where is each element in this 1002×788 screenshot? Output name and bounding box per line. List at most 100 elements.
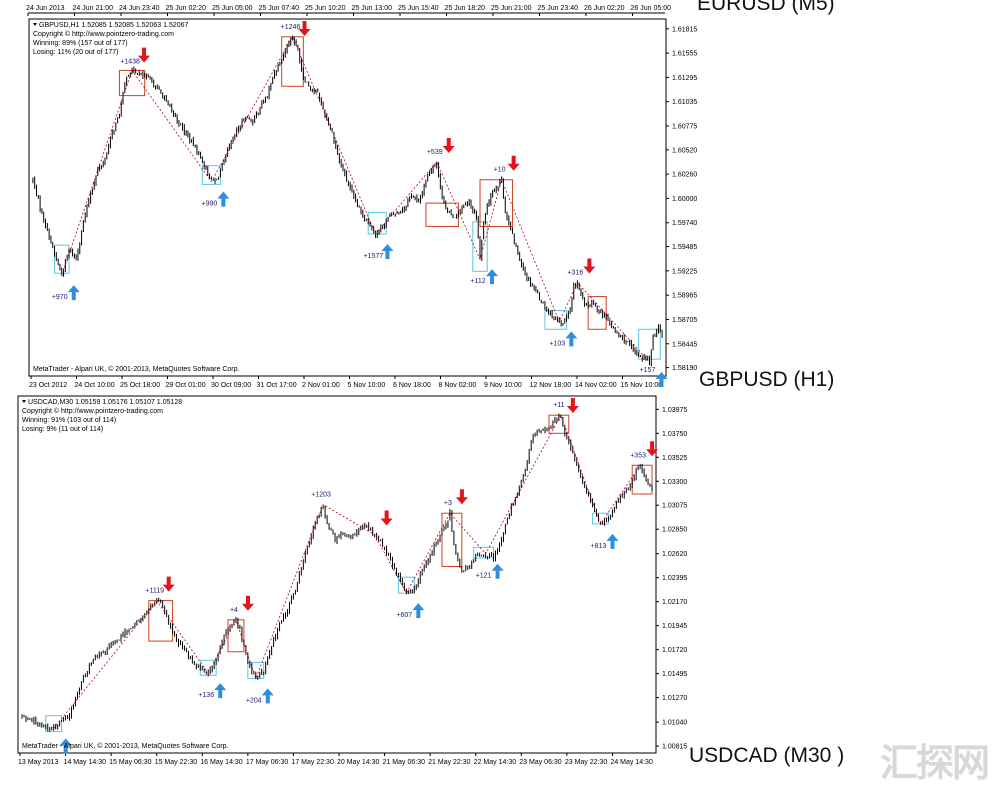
gbpusd-plot-frame [28, 18, 667, 377]
eurusd-x-tick-label: 25 Jun 21:00 [491, 5, 532, 12]
gbpusd-y-tick-label: 1.61295 [672, 75, 697, 82]
usdcad-signal-label: +813 [591, 543, 607, 550]
gbpusd-x-tick-label: 14 Nov 02:00 [575, 382, 617, 389]
usdcad-sell-arrow-icon [380, 510, 393, 526]
usdcad-buy-arrow-icon [491, 563, 504, 579]
gbpusd-signal-label: +103 [549, 340, 565, 347]
gbpusd-y-tick-label: 1.59225 [672, 268, 697, 275]
gbpusd-y-tick-label: 1.61815 [672, 26, 697, 33]
usdcad-x-tick-label: 21 May 06:30 [383, 759, 426, 766]
usdcad-signal-label: +204 [246, 697, 262, 704]
gbpusd-y-tick-label: 1.59740 [672, 220, 697, 227]
usdcad-symbol-line: USDCAD,M30 1.05159 1.05176 1.05107 1.051… [28, 399, 182, 406]
usdcad-y-tick-label: 1.03525 [662, 455, 687, 462]
gbpusd-y-tick-label: 1.58445 [672, 341, 697, 348]
usdcad-signal-box [45, 715, 63, 733]
usdcad-signal-label: +121 [476, 573, 492, 580]
usdcad-y-tick-label: 1.03075 [662, 503, 687, 510]
usdcad-x-tick-label: 24 May 14:30 [610, 759, 653, 766]
gbpusd-buy-arrow-icon [217, 191, 230, 207]
usdcad-winning: Winning: 91% (103 out of 114) [22, 417, 116, 424]
usdcad-x-tick-label: 17 May 22:30 [291, 759, 334, 766]
watermark-logo: 汇探网 [880, 741, 990, 785]
gbpusd-x-tick-label: 8 Nov 02:00 [439, 382, 477, 389]
gbpusd-y-tick-label: 1.60520 [672, 147, 697, 154]
usdcad-y-tick-label: 1.03750 [662, 431, 687, 438]
usdcad-y-tick-label: 1.01495 [662, 671, 687, 678]
gbpusd-x-tick-label: 6 Nov 18:00 [393, 382, 431, 389]
gbpusd-y-tick-label: 1.60260 [672, 172, 697, 179]
usdcad-x-tick-label: 15 May 22:30 [155, 759, 198, 766]
usdcad-signal-label: +1119 [145, 588, 164, 595]
gbpusd-sell-arrow-icon [507, 155, 520, 171]
gbpusd-signal-label: +1438 [120, 59, 140, 66]
usdcad-footer: MetaTrader - Alpari UK, © 2001-2013, Met… [22, 742, 228, 750]
usdcad-y-tick-label: 1.01040 [662, 720, 687, 727]
usdcad-signal-label: +353 [630, 452, 646, 459]
gbpusd-header-caret-icon [33, 23, 37, 26]
gbpusd-y-tick-label: 1.61035 [672, 99, 697, 106]
usdcad-x-tick-label: 21 May 22:30 [428, 759, 471, 766]
gbpusd-sell-arrow-icon [442, 137, 455, 153]
gbpusd-y-tick-label: 1.58705 [672, 317, 697, 324]
gbpusd-buy-arrow-icon [655, 371, 668, 387]
usdcad-y-tick-label: 1.03300 [662, 479, 687, 486]
gbpusd-signal-label: +1577 [364, 253, 384, 260]
eurusd-x-tick-label: 24 Jun 21:00 [73, 5, 114, 12]
gbpusd-x-tick-label: 25 Oct 18:00 [120, 382, 160, 389]
usdcad-signal-label: +607 [396, 612, 412, 619]
usdcad-y-tick-label: 1.02850 [662, 527, 687, 534]
gbpusd-x-tick-label: 9 Nov 10:00 [484, 382, 522, 389]
usdcad-sell-arrow-icon [162, 576, 175, 592]
usdcad-zigzag-line [53, 414, 641, 729]
usdcad-x-tick-label: 20 May 14:30 [337, 759, 380, 766]
gbpusd-x-tick-label: 30 Oct 09:00 [211, 382, 251, 389]
gbpusd-signal-label: +970 [52, 294, 68, 301]
usdcad-x-tick-label: 16 May 14:30 [200, 759, 243, 766]
eurusd-x-tick-label: 24 Jun 23:40 [119, 5, 160, 12]
usdcad-x-tick-label: 14 May 14:30 [64, 759, 107, 766]
usdcad-buy-arrow-icon [261, 688, 274, 704]
gbpusd-x-tick-label: 2 Nov 01:00 [302, 382, 340, 389]
usdcad-sell-arrow-icon [646, 441, 659, 457]
gbpusd-signal-label: +157 [640, 367, 656, 374]
gbpusd-buy-arrow-icon [486, 269, 499, 285]
gbpusd-signal-label: +539 [427, 149, 443, 156]
gbpusd-y-tick-label: 1.60000 [672, 196, 697, 203]
eurusd-x-tick-label: 25 Jun 07:40 [259, 5, 300, 12]
usdcad-buy-arrow-icon [606, 533, 619, 549]
gbpusd-x-tick-label: 5 Nov 10:00 [348, 382, 386, 389]
usdcad-y-tick-label: 1.00815 [662, 744, 687, 751]
usdcad-x-tick-label: 15 May 06:30 [109, 759, 152, 766]
gbpusd-x-tick-label: 31 Oct 17:00 [257, 382, 297, 389]
gbpusd-buy-arrow-icon [381, 243, 394, 259]
gbpusd-x-tick-label: 23 Oct 2012 [29, 382, 67, 389]
usdcad-x-tick-label: 13 May 2013 [18, 759, 59, 766]
eurusd-x-tick-label: 26 Jun 02:20 [584, 5, 625, 12]
gbpusd-sell-arrow-icon [298, 21, 311, 36]
gbpusd-signal-label: +316 [567, 270, 583, 277]
eurusd-x-tick-label: 25 Jun 18:20 [445, 5, 486, 12]
usdcad-plot-frame [17, 395, 657, 754]
gbpusd-x-tick-label: 12 Nov 18:00 [530, 382, 572, 389]
eurusd-label: EURUSD (M5) [697, 0, 835, 15]
gbpusd-sell-arrow-icon [583, 258, 596, 274]
eurusd-x-tick-label: 25 Jun 02:20 [166, 5, 207, 12]
gbpusd-winning: Winning: 89% (157 out of 177) [33, 40, 128, 47]
eurusd-x-tick-label: 25 Jun 13:00 [352, 5, 393, 12]
usdcad-losing: Losing: 9% (11 out of 114) [22, 426, 103, 433]
eurusd-x-tick-label: 24 Jun 2013 [26, 5, 65, 12]
usdcad-header-caret-icon [22, 400, 26, 403]
gbpusd-signal-label: +990 [201, 201, 217, 208]
gbpusd-x-tick-label: 29 Oct 01:00 [166, 382, 206, 389]
gbpusd-x-tick-label: 15 Nov 10:00 [621, 382, 663, 389]
usdcad-x-tick-label: 17 May 06:30 [246, 759, 289, 766]
eurusd-x-tick-label: 25 Jun 10:20 [305, 5, 346, 12]
gbpusd-y-tick-label: 1.61555 [672, 51, 697, 58]
gbpusd-signal-label: +112 [470, 278, 485, 285]
gbpusd-footer: MetaTrader - Alpari UK, © 2001-2013, Met… [33, 365, 239, 373]
gbpusd-signal-label: +10 [494, 167, 506, 174]
usdcad-sell-arrow-icon [241, 595, 254, 611]
usdcad-sell-arrow-icon [455, 489, 468, 505]
